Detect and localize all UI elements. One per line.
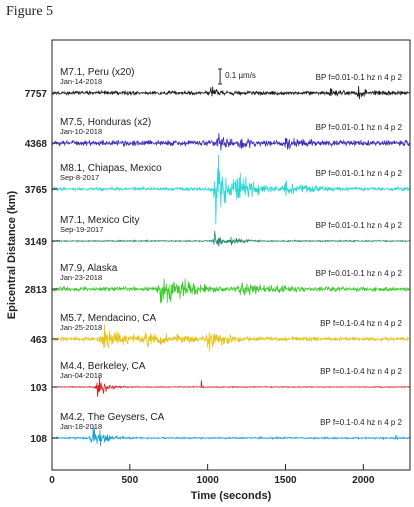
distance-label: 7757	[25, 89, 48, 100]
event-name-label: M4.2, The Geysers, CA	[60, 412, 165, 423]
x-tick-label: 500	[121, 475, 138, 486]
seismogram-trace	[51, 278, 411, 304]
x-tick-label: 0	[49, 475, 55, 486]
event-date-label: Jan-23-2018	[60, 273, 102, 282]
distance-label: 3765	[25, 185, 48, 196]
event-name-label: M7.5, Honduras (x2)	[60, 117, 151, 128]
event-name-label: M4.4, Berkeley, CA	[60, 361, 146, 372]
distance-label: 2813	[25, 285, 48, 296]
seismogram-trace	[51, 324, 411, 352]
seismogram-trace	[51, 376, 411, 397]
x-axis-title: Time (seconds)	[191, 490, 272, 502]
event-name-label: M7.9, Alaska	[60, 263, 118, 274]
event-date-label: Jan-10-2018	[60, 127, 102, 136]
seismogram-trace	[51, 230, 411, 247]
x-tick-label: 2000	[352, 475, 375, 486]
x-axis: 0 500 1000 1500 2000	[49, 464, 375, 486]
seismogram-trace	[51, 154, 411, 225]
plot-frame	[51, 39, 411, 471]
figure-label: Figure 5	[6, 4, 54, 19]
filter-label: BP f=0.01-0.1 hz n 4 p 2	[316, 73, 403, 82]
filter-label: BP f=0.01-0.1 hz n 4 p 2	[316, 123, 403, 132]
filter-label: BP f=0.1-0.4 hz n 4 p 2	[320, 319, 402, 328]
filter-label: BP f=0.1-0.4 hz n 4 p 2	[320, 367, 402, 376]
distance-label: 108	[30, 434, 47, 445]
event-date-label: Jan-18-2018	[60, 422, 102, 431]
traces-layer	[51, 85, 411, 446]
distance-label: 463	[30, 335, 47, 346]
labels-layer: M7.1, Peru (x20)Jan-14-2018 7757 BP f=0.01…	[25, 67, 403, 445]
x-tick-label: 1500	[274, 475, 297, 486]
distance-label: 4368	[25, 139, 48, 150]
distance-label: 103	[30, 383, 47, 394]
filter-label: BP f=0.01-0.1 hz n 4 p 2	[316, 169, 403, 178]
event-name-label: M7.1, Mexico City	[60, 215, 139, 226]
event-date-label: Jan-25-2018	[60, 323, 102, 332]
event-name-label: M8.1, Chiapas, Mexico	[60, 163, 162, 174]
seismogram-trace	[51, 133, 411, 151]
event-date-label: Jan-04-2018	[60, 371, 102, 380]
distance-label: 3149	[25, 237, 48, 248]
event-date-label: Sep-19-2017	[60, 225, 103, 234]
filter-label: BP f=0.1-0.4 hz n 4 p 2	[320, 418, 402, 427]
filter-label: BP f=0.01-0.1 hz n 4 p 2	[316, 221, 403, 230]
event-name-label: M7.1, Peru (x20)	[60, 67, 134, 78]
seismogram-trace	[51, 85, 411, 100]
event-name-label: M5.7, Mendacino, CA	[60, 313, 156, 324]
seismogram-trace	[51, 425, 411, 446]
event-date-label: Jan-14-2018	[60, 77, 102, 86]
y-axis-title: Epicentral Distance (km)	[6, 190, 18, 319]
event-date-label: Sep-8-2017	[60, 173, 99, 182]
scale-bar: 0.1 µm/s	[218, 68, 256, 85]
scale-bar-label: 0.1 µm/s	[225, 71, 256, 80]
x-tick-label: 1000	[197, 475, 220, 486]
filter-label: BP f=0.01-0.1 hz n 4 p 2	[316, 269, 403, 278]
